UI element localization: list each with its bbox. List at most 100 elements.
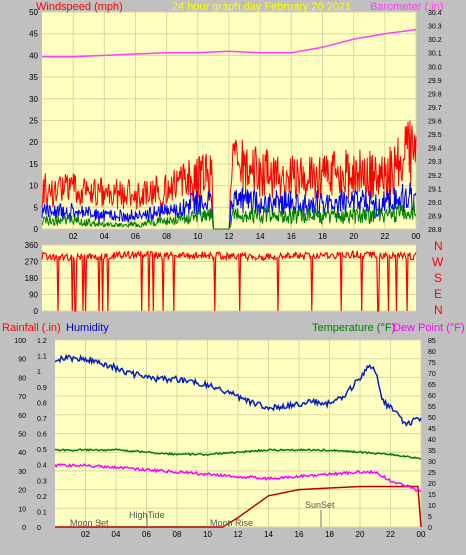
windspeed-tick-label: 5 — [34, 203, 39, 212]
barometer-tick-label: 30.3 — [428, 24, 442, 31]
humidity-time-tick-label: 20 — [356, 530, 365, 539]
barometer-axis-label: Barometer (.in) — [370, 1, 443, 13]
windspeed-tick-label: 50 — [29, 8, 38, 17]
humidity-time-tick-label: 12 — [234, 530, 243, 539]
direction-tick-label: 360 — [25, 241, 39, 250]
rainfall-tick-label: 0.6 — [37, 432, 47, 439]
windspeed-tick-label: 15 — [29, 160, 38, 169]
direction-tick-label: 0 — [34, 307, 39, 316]
direction-tick-label: 270 — [25, 258, 39, 267]
humidity-axis-ticks: 010203040506070809010000.10.20.30.40.50.… — [14, 338, 436, 539]
wind-time-tick-label: 22 — [380, 232, 389, 241]
humidity-time-tick-label: 00 — [417, 530, 426, 539]
humidity-time-tick-label: 22 — [386, 530, 395, 539]
rainfall-axis-label: Rainfall (.in) — [2, 322, 61, 334]
direction-tick-label: 90 — [29, 291, 38, 300]
temperature-tick-label: 55 — [428, 404, 436, 411]
barometer-tick-label: 29.5 — [428, 132, 442, 139]
wind-axis-ticks: 0 5 10 15 20 25 30 35 40 45 50 28.8 28.9 29.0 29.1 29.2… — [29, 8, 442, 241]
temperature-tick-label: 25 — [428, 470, 436, 477]
wind-time-tick-label: 06 — [131, 232, 140, 241]
humidity-time-tick-label: 08 — [173, 530, 182, 539]
humidity-tick-label: 50 — [18, 432, 26, 439]
temperature-tick-label: 10 — [428, 503, 436, 510]
windspeed-axis-label: Windspeed (mph) — [36, 1, 123, 13]
wind-direction-series — [41, 250, 417, 312]
wind-series — [41, 28, 417, 230]
direction-tick-label: 180 — [25, 274, 39, 283]
windspeed-tick-label: 25 — [29, 117, 38, 126]
wind-time-tick-label: 02 — [69, 232, 78, 241]
rainfall-tick-label: 0.7 — [37, 416, 47, 423]
temperature-tick-label: 75 — [428, 360, 436, 367]
windspeed-tick-label: 20 — [29, 138, 38, 147]
rainfall-tick-label: 1.2 — [37, 338, 47, 345]
dewpoint-series — [54, 462, 422, 493]
compass-label-north-top: N — [434, 239, 443, 253]
humidity-tick-label: 100 — [14, 338, 26, 345]
humidity-time-tick-label: 10 — [203, 530, 212, 539]
barometer-tick-label: 30.1 — [428, 51, 442, 58]
windspeed-tick-label: 45 — [29, 30, 38, 39]
temperature-tick-label: 0 — [428, 525, 432, 532]
wind-time-tick-label: 14 — [256, 232, 265, 241]
humidity-time-tick-label: 06 — [142, 530, 151, 539]
windspeed-tick-label: 35 — [29, 73, 38, 82]
moonrise-annotation: Moon Rise — [210, 518, 253, 528]
wind-time-tick-label: 12 — [225, 232, 234, 241]
temperature-tick-label: 65 — [428, 382, 436, 389]
temperature-tick-label: 70 — [428, 371, 436, 378]
barometer-series — [42, 28, 417, 58]
rainfall-tick-label: 0.2 — [37, 494, 47, 501]
temperature-tick-label: 50 — [428, 415, 436, 422]
humidity-time-tick-label: 14 — [264, 530, 273, 539]
compass-label-south: S — [434, 271, 442, 285]
temperature-tick-label: 40 — [428, 437, 436, 444]
humidity-tick-label: 0 — [22, 525, 26, 532]
direction-axis-ticks: 0 90 180 270 360 — [25, 241, 39, 316]
temperature-tick-label: 35 — [428, 448, 436, 455]
dewpoint-axis-label: Dew Point (°F) — [393, 322, 465, 334]
wind-time-tick-label: 16 — [287, 232, 296, 241]
windspeed-tick-label: 0 — [34, 225, 39, 234]
temperature-tick-label: 45 — [428, 426, 436, 433]
barometer-tick-label: 29.7 — [428, 105, 442, 112]
barometer-tick-label: 29.1 — [428, 186, 442, 193]
barometer-tick-label: 29.0 — [428, 200, 442, 207]
moonset-annotation: Moon Set — [70, 518, 109, 528]
compass-label-east: E — [434, 287, 442, 301]
windspeed-tick-label: 30 — [29, 95, 38, 104]
barometer-tick-label: 29.6 — [428, 119, 442, 126]
rainfall-series — [55, 485, 422, 528]
compass-label-north-bottom: N — [434, 303, 443, 317]
humidity-tick-label: 30 — [18, 469, 26, 476]
direction-series — [41, 250, 417, 312]
sunset-annotation: SunSet — [305, 500, 335, 510]
wind-time-tick-label: 04 — [100, 232, 109, 241]
rainfall-tick-label: 0.1 — [37, 509, 47, 516]
rainfall-tick-label: 0.3 — [37, 478, 47, 485]
barometer-tick-label: 29.4 — [428, 146, 442, 153]
temperature-axis-label: Temperature (°F) — [312, 322, 395, 334]
chart-title: 24 hour graph day February 20 2021 — [172, 1, 351, 13]
rainfall-tick-label: 0.8 — [37, 400, 47, 407]
barometer-tick-label: 29.9 — [428, 78, 442, 85]
temperature-tick-label: 60 — [428, 393, 436, 400]
humidity-tick-label: 20 — [18, 488, 26, 495]
hightide-annotation: HighTide — [129, 510, 165, 520]
direction-grid — [42, 244, 416, 312]
rainfall-tick-label: 0.9 — [37, 385, 47, 392]
humidity-time-tick-label: 16 — [295, 530, 304, 539]
humidity-tick-label: 90 — [18, 357, 26, 364]
rainfall-tick-label: 1 — [37, 369, 41, 376]
humidity-tick-label: 60 — [18, 413, 26, 420]
barometer-tick-label: 30.0 — [428, 64, 442, 71]
barometer-tick-label: 29.8 — [428, 91, 442, 98]
humidity-series — [54, 353, 422, 528]
wind-time-tick-label: 08 — [162, 232, 171, 241]
wind-time-tick-label: 18 — [318, 232, 327, 241]
barometer-tick-label: 29.2 — [428, 173, 442, 180]
rainfall-tick-label: 1.1 — [37, 354, 47, 361]
compass-label-west: W — [432, 255, 444, 269]
